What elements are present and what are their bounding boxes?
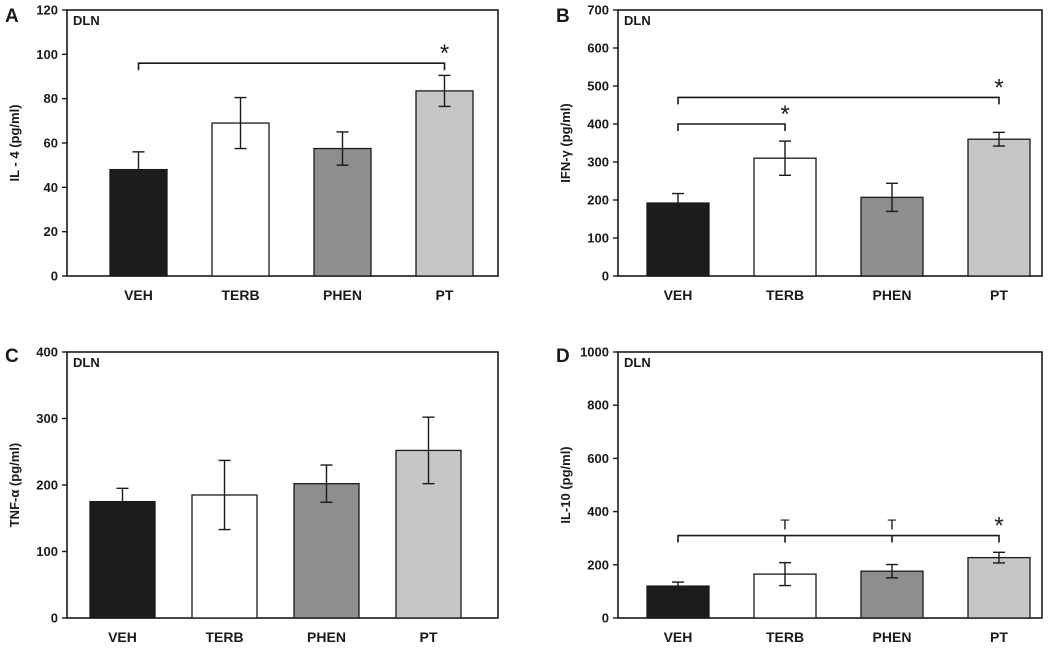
y-tick-label: 200 bbox=[587, 557, 609, 572]
category-label-veh: VEH bbox=[108, 629, 137, 645]
bar-pt bbox=[967, 556, 1031, 619]
category-label-terb: TERB bbox=[766, 287, 804, 303]
significance-star: * bbox=[994, 513, 1003, 540]
significance-star: * bbox=[440, 40, 449, 67]
bar-veh bbox=[646, 585, 710, 619]
plot-frame bbox=[617, 9, 1043, 277]
y-tick-label: 600 bbox=[587, 41, 609, 56]
bar-terb bbox=[753, 157, 817, 277]
y-tick-label: 400 bbox=[587, 117, 609, 132]
category-label-phen: PHEN bbox=[323, 287, 362, 303]
region-label: DLN bbox=[624, 13, 651, 28]
y-tick-label: 0 bbox=[602, 611, 609, 626]
panel-letter: B bbox=[556, 6, 570, 27]
significance-bracket bbox=[677, 123, 786, 131]
panel-letter: A bbox=[5, 6, 19, 27]
bar-phen bbox=[293, 483, 360, 619]
y-tick-label: 20 bbox=[44, 224, 58, 239]
significance-bracket bbox=[677, 534, 1000, 543]
y-tick-label: 300 bbox=[36, 411, 58, 426]
y-tick-label: 60 bbox=[44, 136, 58, 151]
category-label-veh: VEH bbox=[124, 287, 153, 303]
y-tick-label: 100 bbox=[36, 47, 58, 62]
category-label-pt: PT bbox=[990, 629, 1008, 645]
y-tick-label: 800 bbox=[587, 398, 609, 413]
y-tick-label: 400 bbox=[587, 504, 609, 519]
trend-marker: T bbox=[887, 517, 896, 534]
category-label-terb: TERB bbox=[221, 287, 259, 303]
y-tick-label: 400 bbox=[36, 345, 58, 360]
bar-phen bbox=[313, 147, 372, 277]
chart-panel-c: C 0 100 200 300 400 DLN TNF-α (pg/ml) VEH TERB PHE… bbox=[5, 345, 499, 645]
region-label: DLN bbox=[73, 13, 100, 28]
y-tick-label: 500 bbox=[587, 79, 609, 94]
y-axis-label: IL - 4 (pg/ml) bbox=[7, 104, 22, 181]
region-label: DLN bbox=[624, 355, 651, 370]
y-tick-label: 200 bbox=[587, 193, 609, 208]
trend-marker: T bbox=[780, 517, 789, 534]
y-tick-label: 200 bbox=[36, 478, 58, 493]
region-label: DLN bbox=[73, 355, 100, 370]
category-label-pt: PT bbox=[990, 287, 1008, 303]
category-label-pt: PT bbox=[436, 287, 454, 303]
category-label-veh: VEH bbox=[664, 629, 693, 645]
y-axis-label: IL-10 (pg/ml) bbox=[558, 446, 573, 523]
y-tick-label: 0 bbox=[602, 269, 609, 284]
bar-pt bbox=[967, 138, 1031, 277]
y-tick-label: 100 bbox=[587, 231, 609, 246]
chart-panel-d: D 0 200 400 600 800 1000 DLN IL-10 (pg/ml) VEH TER… bbox=[556, 345, 1043, 645]
y-tick-label: 40 bbox=[44, 180, 58, 195]
significance-bracket bbox=[677, 96, 1000, 105]
y-tick-label: 1000 bbox=[580, 345, 609, 360]
y-tick-label: 120 bbox=[36, 3, 58, 18]
category-label-phen: PHEN bbox=[307, 629, 346, 645]
y-tick-label: 80 bbox=[44, 91, 58, 106]
category-label-pt: PT bbox=[420, 629, 438, 645]
y-tick-label: 0 bbox=[51, 611, 58, 626]
category-label-terb: TERB bbox=[205, 629, 243, 645]
category-label-phen: PHEN bbox=[873, 287, 912, 303]
bar-phen bbox=[860, 570, 924, 619]
bar-veh bbox=[89, 500, 156, 619]
y-tick-label: 700 bbox=[587, 3, 609, 18]
plot-frame bbox=[617, 351, 1043, 619]
chart-panel-a: A 0 20 40 60 80 100 120 DLN IL - 4 (pg/ml) VEH TERB… bbox=[5, 3, 499, 303]
category-label-terb: TERB bbox=[766, 629, 804, 645]
significance-bracket bbox=[137, 62, 446, 71]
bar-pt bbox=[415, 90, 474, 277]
bar-veh bbox=[646, 202, 710, 277]
y-axis-label: TNF-α (pg/ml) bbox=[7, 443, 22, 528]
y-tick-label: 100 bbox=[36, 544, 58, 559]
category-label-veh: VEH bbox=[664, 287, 693, 303]
y-tick-label: 600 bbox=[587, 451, 609, 466]
significance-star: * bbox=[780, 101, 789, 128]
panel-letter: C bbox=[5, 346, 19, 367]
significance-star: * bbox=[994, 74, 1003, 101]
y-tick-label: 0 bbox=[51, 269, 58, 284]
panel-letter: D bbox=[556, 346, 570, 367]
category-label-phen: PHEN bbox=[873, 629, 912, 645]
y-axis-label: IFN-γ (pg/ml) bbox=[558, 103, 573, 182]
chart-panel-b: B 0 100 200 300 400 500 600 700 DLN IFN-γ (pg/ml) V… bbox=[556, 3, 1043, 303]
y-tick-label: 300 bbox=[587, 155, 609, 170]
